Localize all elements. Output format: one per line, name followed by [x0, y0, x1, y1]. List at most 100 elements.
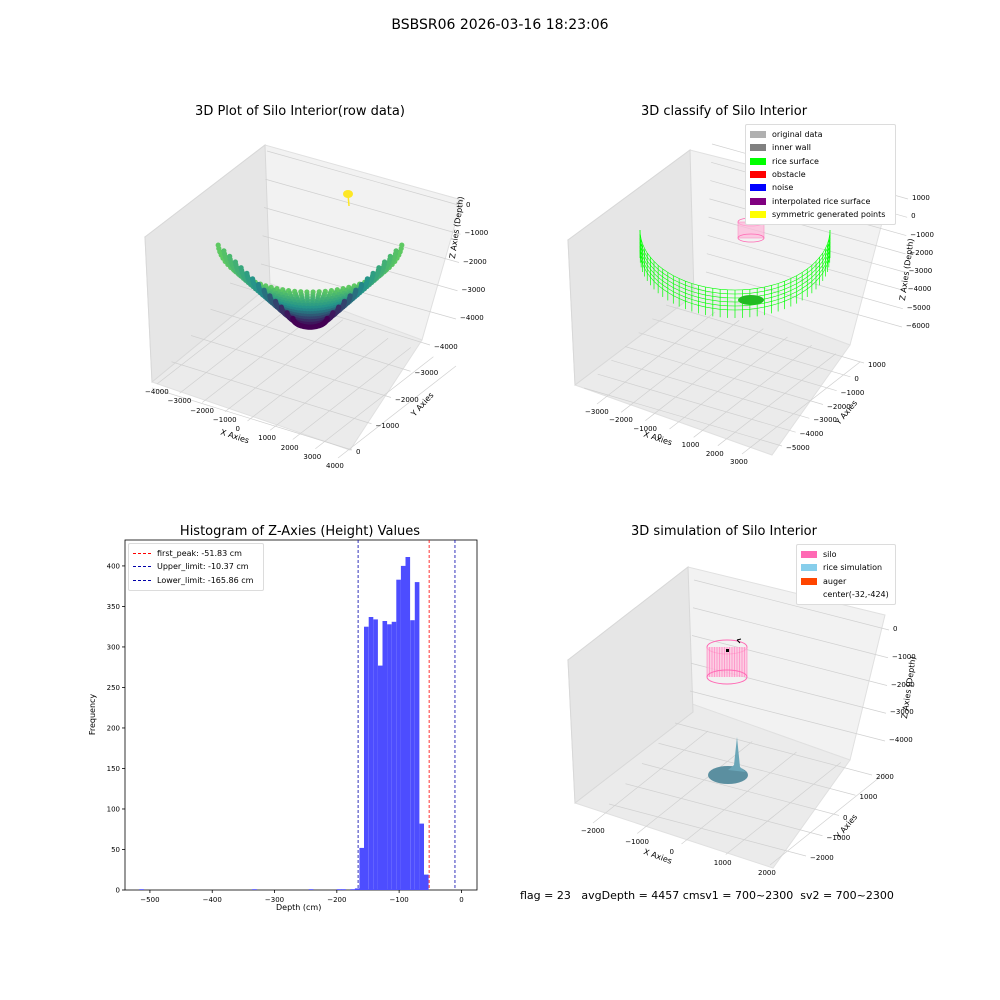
panel3-title: Histogram of Z-Axies (Height) Values — [179, 524, 421, 539]
panel1-point — [393, 248, 399, 254]
panel1-y-tick: −3000 — [414, 369, 439, 378]
panel4-rice-peak — [728, 737, 746, 772]
panel1-z-gridline — [263, 207, 460, 263]
figure-suptitle: BSBSR06 2026-03-16 18:23:06 — [391, 17, 609, 33]
panel1-sensor-stem — [347, 193, 350, 207]
legend-label: interpolated rice surface — [772, 196, 871, 206]
panel3-plot-frame — [124, 539, 478, 891]
y-tick-label: 50 — [111, 846, 120, 854]
panel1-x-tick: −1000 — [212, 415, 237, 424]
histogram-bar — [354, 888, 360, 890]
panel4-x-tick: 0 — [669, 848, 674, 856]
histogram-bar — [252, 889, 257, 890]
panel4-z-tick: −4000 — [889, 736, 913, 744]
status-line: flag = 23 avgDepth = 4457 cmsv1 = 700~23… — [520, 889, 894, 902]
legend-swatch — [750, 144, 766, 152]
legend-label: original data — [772, 130, 823, 140]
panel4-legend: silo rice simulation auger center(-32,-424) — [796, 544, 896, 606]
histogram-bar — [382, 621, 388, 890]
panel4-y-tick: 0 — [843, 813, 848, 822]
panel4-y-gridline — [625, 783, 823, 837]
panel1-z-tick: −3000 — [461, 285, 486, 294]
legend-entry: symmetric generated points — [750, 208, 891, 221]
panel4-z-tick: −3000 — [890, 708, 914, 717]
legend-swatch — [750, 157, 766, 165]
panel4-x-gridline — [681, 751, 797, 845]
panel1-z-gridline — [265, 178, 461, 235]
panel4-x-gridline — [592, 730, 709, 824]
panel2-x-tick: 1000 — [681, 441, 700, 450]
panel1-x-gridline — [269, 337, 389, 431]
panel2-gridlines — [583, 143, 909, 455]
x-tick-label: 0 — [459, 896, 463, 904]
panel2-legend: original data inner wall rice surface obsta… — [745, 124, 896, 226]
y-tick-label: 300 — [107, 643, 120, 651]
histogram-bar — [405, 557, 411, 890]
panel2-y-tick: −5000 — [786, 444, 810, 452]
histogram-bar — [364, 626, 369, 890]
panel1-x-gridline — [224, 319, 344, 413]
panel1-point — [364, 276, 370, 282]
y-tick-label: 250 — [107, 684, 120, 692]
legend-label: auger — [823, 576, 847, 586]
panel4-y-tick: −2000 — [810, 854, 834, 862]
histogram-bar — [414, 582, 420, 890]
panel2-x-gridline — [717, 353, 837, 446]
panel2-cone-blob — [738, 295, 764, 305]
status-flag: flag = 23 — [520, 889, 571, 902]
legend-entry: rice simulation — [801, 561, 891, 574]
panel4-y-gridline — [608, 803, 807, 857]
panel4-y-tick: 1000 — [859, 793, 878, 802]
panel4-z-gridline — [693, 579, 890, 631]
panel1-y-gridline — [151, 387, 353, 451]
legend-entry: rice surface — [750, 155, 891, 168]
y-tick-label: 400 — [107, 562, 120, 570]
histogram-bar — [419, 823, 424, 890]
histogram-bar — [424, 874, 429, 890]
panel4-x-gridline — [725, 762, 841, 855]
panel2-x-tick: −1000 — [633, 424, 658, 433]
panel2-x-gridline — [596, 311, 716, 405]
x-tick-label: −100 — [390, 896, 409, 904]
panel1-x-tick: −4000 — [145, 388, 169, 396]
panel1-left-pane — [144, 144, 271, 384]
panel2-z-gridline — [707, 235, 904, 291]
legend-entry: first_peak: -51.83 cm — [133, 547, 259, 560]
legend-label: center(-32,-424) — [823, 590, 889, 600]
panel2-z-gridline — [706, 253, 903, 310]
panel2-x-tick: 0 — [657, 433, 662, 441]
panel1-x-gridline — [247, 328, 366, 422]
legend-entry: noise — [750, 181, 891, 194]
panel1-point — [341, 298, 347, 304]
legend-label: Upper_limit: -10.37 cm — [157, 562, 249, 572]
panel1-y-gridline — [210, 308, 411, 372]
legend-entry: inner wall — [750, 141, 891, 154]
panel1-y-gridline — [190, 335, 392, 398]
panel2-y-tick: −4000 — [799, 430, 824, 439]
panel4-silo-bottom — [706, 669, 748, 685]
panel4-y-gridline — [658, 742, 856, 796]
panel2-x-tick: −2000 — [609, 416, 633, 425]
y-tick-label: 150 — [107, 765, 120, 773]
panel1-z-tick: 0 — [466, 201, 471, 209]
y-tick-label: 0 — [116, 887, 120, 895]
x-tick-label: −500 — [140, 896, 159, 904]
panel1-y-tick: −2000 — [395, 395, 419, 404]
legend-entry: obstacle — [750, 168, 891, 181]
panel2-z-tick: 0 — [911, 212, 916, 221]
panel1-point — [324, 315, 330, 321]
panel1-x-gridline — [179, 300, 298, 394]
legend-line — [133, 553, 151, 555]
panel1-y-tick: 0 — [356, 448, 361, 456]
histogram-bar — [396, 579, 401, 890]
y-tick-label: 100 — [107, 805, 120, 813]
panel2-silo-bottom — [737, 233, 765, 243]
panel1-point — [347, 293, 353, 299]
legend-label: rice surface — [772, 156, 819, 166]
panel2-z-tick: −1000 — [910, 230, 934, 239]
panel2-z-tick: −2000 — [909, 248, 934, 257]
panel2-y-gridline — [611, 359, 810, 419]
panel2-x-tick: −3000 — [585, 408, 609, 416]
panel3-vlines — [357, 540, 456, 890]
panel4-x-gridline — [769, 772, 886, 866]
